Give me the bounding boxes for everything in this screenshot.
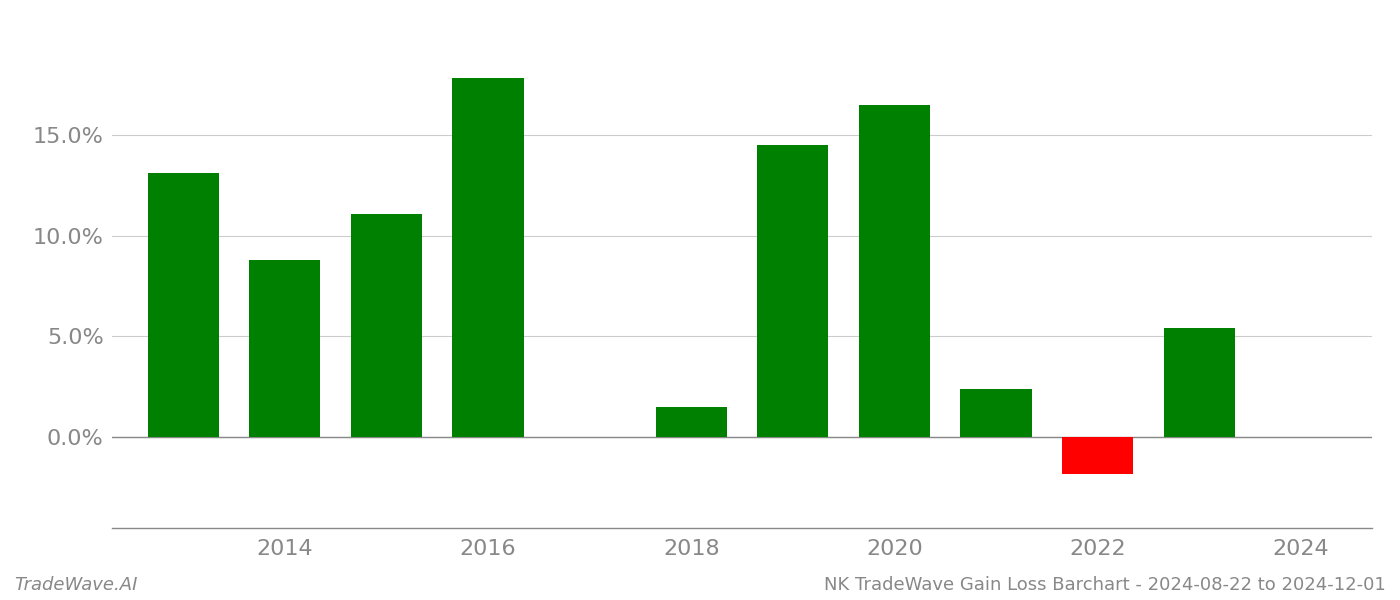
Text: NK TradeWave Gain Loss Barchart - 2024-08-22 to 2024-12-01: NK TradeWave Gain Loss Barchart - 2024-0…	[825, 576, 1386, 594]
Bar	[147, 173, 218, 437]
Bar	[351, 214, 421, 437]
Text: TradeWave.AI: TradeWave.AI	[14, 576, 137, 594]
Bar	[858, 104, 930, 437]
Bar	[1163, 328, 1235, 437]
Bar	[1063, 437, 1133, 473]
Bar	[655, 407, 727, 437]
Bar	[960, 389, 1032, 437]
Bar	[452, 79, 524, 437]
Bar	[249, 260, 321, 437]
Bar	[757, 145, 829, 437]
